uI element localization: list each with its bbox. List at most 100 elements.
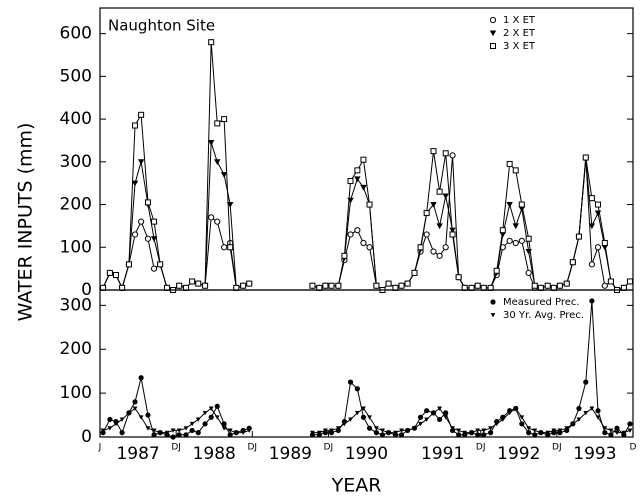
marker (132, 399, 138, 405)
y-tick-label: 400 (60, 109, 92, 129)
marker (443, 410, 449, 416)
marker (354, 167, 361, 174)
marker (310, 430, 315, 436)
marker (335, 426, 341, 431)
marker (430, 148, 437, 155)
marker (488, 430, 494, 436)
series-line (312, 300, 631, 436)
x-tick-label: D (630, 443, 637, 453)
marker (443, 415, 449, 420)
marker (354, 176, 361, 183)
marker (393, 430, 398, 436)
marker (621, 430, 627, 436)
marker (614, 430, 620, 436)
marker (564, 426, 570, 431)
marker (354, 410, 360, 416)
marker (183, 426, 189, 431)
marker (195, 430, 201, 436)
marker (526, 426, 532, 431)
y-tick-label: 100 (60, 383, 92, 403)
marker (342, 421, 347, 427)
marker (366, 244, 373, 251)
marker (601, 244, 609, 251)
marker (436, 416, 443, 423)
marker (214, 403, 220, 409)
marker (221, 426, 227, 431)
marker (412, 426, 417, 431)
marker (404, 280, 411, 287)
marker (449, 152, 456, 159)
marker (551, 428, 557, 433)
marker (246, 280, 253, 287)
marker (214, 218, 221, 225)
legend-marker (490, 299, 496, 305)
marker (132, 122, 139, 129)
marker (519, 415, 525, 420)
marker (557, 428, 563, 433)
marker (627, 421, 633, 427)
marker (316, 430, 322, 436)
marker (563, 280, 570, 287)
marker (506, 201, 513, 208)
legend-marker (490, 313, 496, 318)
marker (595, 415, 601, 420)
marker (430, 248, 437, 255)
marker (601, 240, 608, 246)
y-tick-label: 300 (60, 152, 92, 172)
marker (138, 111, 145, 118)
marker (151, 218, 158, 225)
marker (347, 379, 354, 385)
marker (423, 210, 430, 217)
marker (488, 426, 494, 431)
legend-marker (490, 43, 496, 49)
marker (151, 428, 157, 433)
x-tick-label: DJ (476, 443, 486, 453)
marker (418, 421, 423, 427)
marker (442, 193, 449, 200)
marker (594, 244, 602, 251)
marker (513, 406, 519, 411)
marker (493, 267, 500, 274)
marker (608, 432, 614, 438)
legend-label: 2 X ET (503, 28, 536, 39)
marker (442, 244, 449, 251)
marker (575, 233, 582, 240)
marker (112, 272, 119, 279)
marker (126, 410, 132, 416)
marker (576, 405, 582, 412)
x-tick-label: 1987 (116, 444, 159, 464)
marker (373, 426, 379, 431)
x-tick-label: DJ (324, 443, 334, 453)
marker (507, 410, 513, 416)
marker (519, 421, 525, 427)
marker (462, 430, 468, 436)
marker (361, 406, 366, 411)
marker (424, 408, 430, 414)
marker (512, 223, 519, 230)
marker (469, 430, 474, 436)
marker (450, 426, 455, 431)
marker (132, 406, 138, 411)
marker (227, 432, 233, 438)
marker (335, 282, 342, 289)
x-tick-label: DJ (247, 443, 257, 453)
series-line (312, 155, 631, 291)
marker (582, 154, 589, 161)
marker (556, 282, 563, 289)
marker (221, 116, 228, 123)
marker (214, 415, 220, 420)
marker (385, 280, 392, 287)
marker (189, 421, 195, 427)
marker (366, 425, 373, 431)
marker (144, 235, 152, 242)
marker (399, 428, 404, 433)
marker (202, 421, 208, 427)
marker (576, 417, 582, 422)
marker (347, 178, 354, 185)
legend-label: Measured Prec. (503, 297, 580, 308)
marker (525, 235, 532, 242)
marker (455, 274, 462, 281)
marker (354, 386, 360, 392)
plot-frame (99, 289, 634, 438)
marker (398, 282, 405, 289)
